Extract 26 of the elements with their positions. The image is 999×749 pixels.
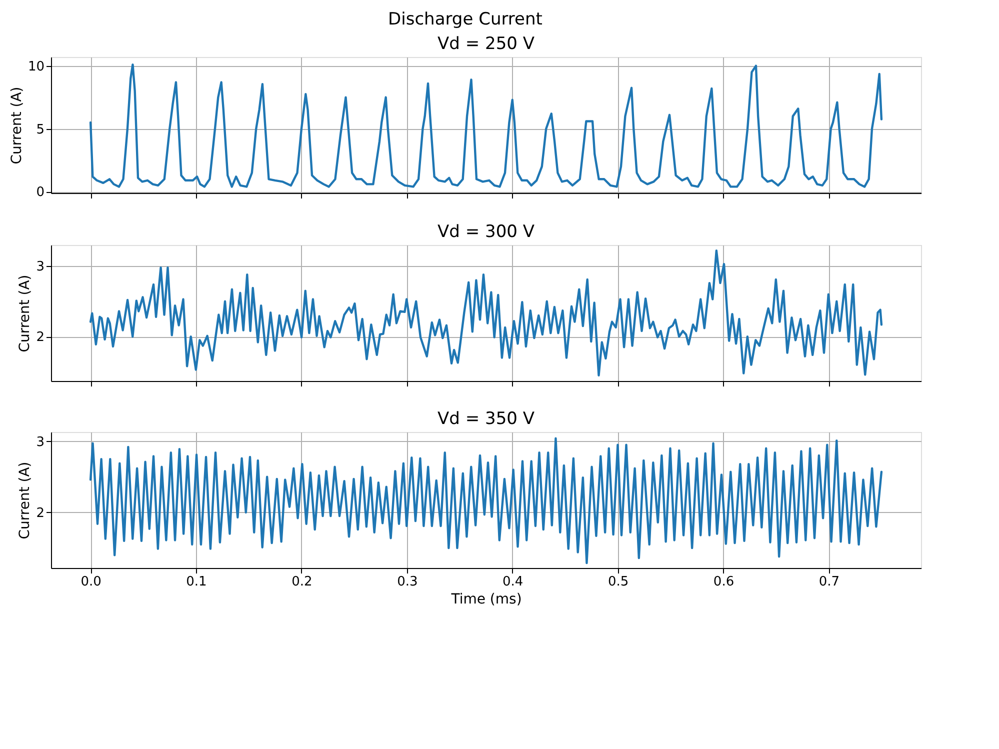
x-tick-label: 0.2 <box>292 574 312 590</box>
x-tick-label: 0.0 <box>80 574 102 590</box>
x-tick-label: 0.3 <box>397 574 418 590</box>
y-tick-label: 2 <box>36 506 44 521</box>
x-tick-label: 0.4 <box>502 574 524 590</box>
x-tick-label: 0.1 <box>186 574 207 590</box>
chart-title: Vd = 350 V <box>438 409 535 429</box>
y-tick-label: 0 <box>36 185 44 200</box>
x-tick-label: 0.5 <box>608 574 629 590</box>
y-axis-title: Current (A) <box>17 274 34 352</box>
y-axis-title: Current (A) <box>17 462 34 540</box>
y-axis-title: Current (A) <box>8 86 25 164</box>
line-series <box>89 250 883 376</box>
chart-title: Vd = 300 V <box>438 222 535 242</box>
y-tick-label: 2 <box>36 330 44 346</box>
line-series <box>89 63 883 188</box>
y-tick-label: 10 <box>28 59 44 74</box>
x-axis-title: Time (ms) <box>450 592 522 608</box>
y-tick-label: 3 <box>36 260 44 275</box>
y-tick-label: 3 <box>36 434 44 450</box>
line-series <box>89 437 883 564</box>
text: Discharge Current <box>388 10 543 30</box>
chart-title: Vd = 250 V <box>438 34 535 54</box>
y-tick-label: 5 <box>36 122 44 138</box>
x-tick-label: 0.6 <box>713 574 734 590</box>
x-tick-label: 0.7 <box>818 574 840 590</box>
